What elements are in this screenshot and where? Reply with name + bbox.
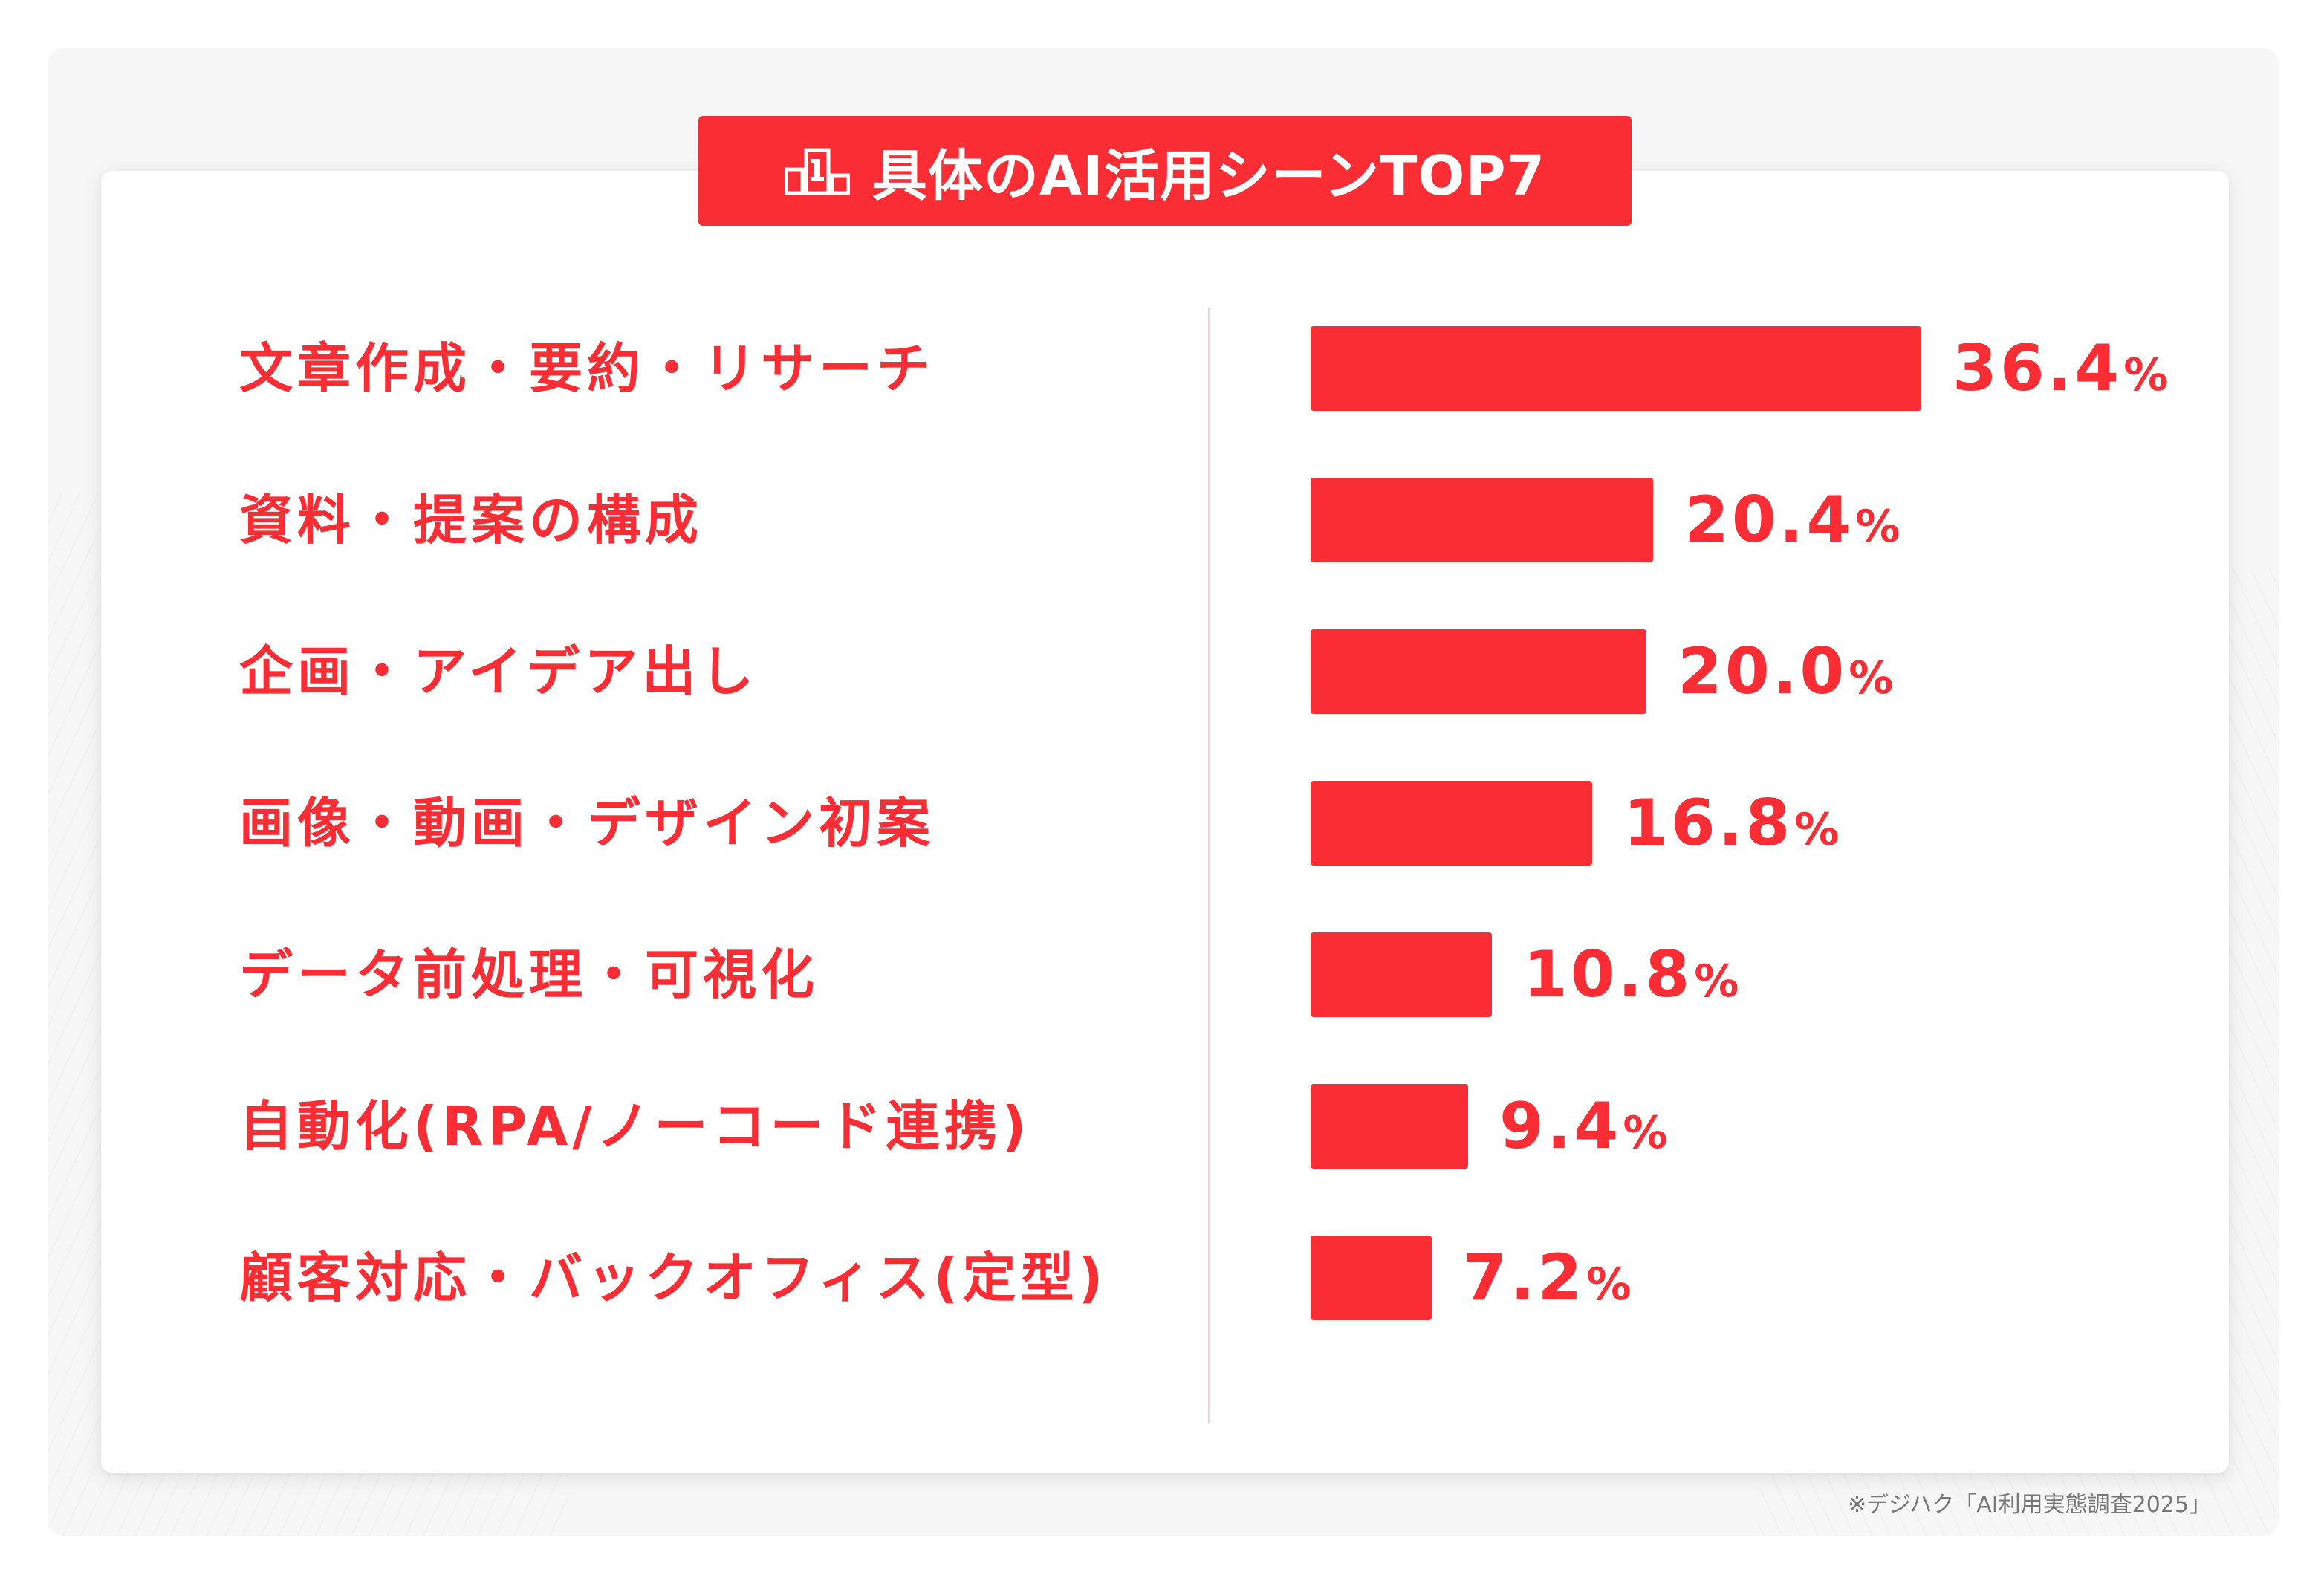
value-number: 9.4	[1499, 1089, 1622, 1163]
title-banner: 具体のAI活用シーンTOP7	[698, 116, 1632, 226]
bar	[1311, 932, 1492, 1017]
value-unit: %	[1855, 501, 1901, 553]
value-number: 36.4	[1953, 331, 2123, 406]
source-note: ※デジハク「AI利用実態調査2025」	[1847, 1492, 2211, 1518]
value-unit: %	[1849, 652, 1894, 704]
chart-title: 具体のAI活用シーンTOP7	[872, 143, 1546, 208]
value-label: 16.8%	[1623, 786, 1839, 860]
bar	[1311, 1236, 1432, 1320]
category-label: データ前処理・可視化	[239, 944, 819, 1006]
value-unit: %	[1794, 804, 1840, 856]
value-label: 36.4%	[1953, 331, 2168, 406]
bar	[1311, 326, 1921, 411]
value-number: 20.4	[1684, 483, 1854, 557]
divider	[1208, 308, 1210, 1423]
category-label: 企画・アイデア出し	[239, 640, 759, 703]
bar	[1311, 478, 1653, 562]
bar	[1311, 1084, 1468, 1169]
value-label: 10.8%	[1523, 938, 1739, 1012]
category-label: 自動化(RPA/ノーコード連携)	[239, 1095, 1031, 1158]
category-label: 顧客対応・バックオフィス(定型)	[239, 1247, 1108, 1309]
bar	[1311, 781, 1592, 866]
category-label: 資料・提案の構成	[239, 489, 704, 551]
category-label: 文章作成・要約・リサーチ	[239, 337, 935, 400]
value-unit: %	[2123, 349, 2169, 401]
value-label: 20.0%	[1678, 634, 1893, 709]
value-unit: %	[1694, 955, 1739, 1007]
value-number: 16.8	[1623, 786, 1794, 860]
category-label: 画像・動画・デザイン初案	[239, 792, 935, 854]
value-label: 7.2%	[1463, 1241, 1631, 1315]
value-label: 9.4%	[1499, 1089, 1667, 1163]
value-label: 20.4%	[1684, 483, 1900, 557]
podium-icon	[784, 148, 850, 195]
bar	[1311, 629, 1646, 714]
value-number: 10.8	[1523, 938, 1693, 1012]
value-number: 7.2	[1463, 1241, 1585, 1315]
value-number: 20.0	[1678, 634, 1848, 709]
value-unit: %	[1586, 1259, 1632, 1311]
value-unit: %	[1623, 1107, 1668, 1159]
